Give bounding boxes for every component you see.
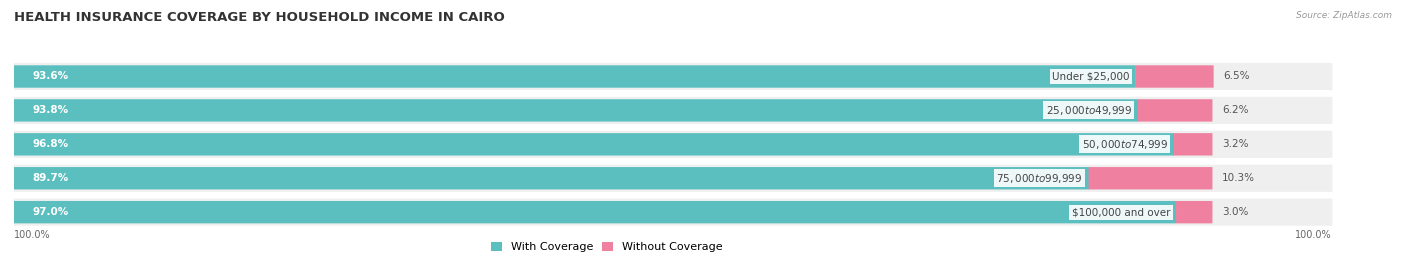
Text: 100.0%: 100.0% <box>1295 230 1331 240</box>
FancyBboxPatch shape <box>14 131 1333 158</box>
Text: $75,000 to $99,999: $75,000 to $99,999 <box>997 172 1083 185</box>
Text: 3.0%: 3.0% <box>1222 207 1249 217</box>
Text: $50,000 to $74,999: $50,000 to $74,999 <box>1081 138 1168 151</box>
FancyBboxPatch shape <box>1137 99 1212 122</box>
FancyBboxPatch shape <box>14 199 1333 226</box>
Text: $100,000 and over: $100,000 and over <box>1071 207 1170 217</box>
Text: 97.0%: 97.0% <box>32 207 69 217</box>
FancyBboxPatch shape <box>14 63 1333 90</box>
Text: $25,000 to $49,999: $25,000 to $49,999 <box>1046 104 1132 117</box>
Text: 93.6%: 93.6% <box>32 72 67 82</box>
Text: 89.7%: 89.7% <box>32 173 69 183</box>
FancyBboxPatch shape <box>14 99 1139 122</box>
FancyBboxPatch shape <box>1174 133 1212 156</box>
FancyBboxPatch shape <box>14 165 1333 192</box>
Text: 96.8%: 96.8% <box>32 139 67 149</box>
Text: HEALTH INSURANCE COVERAGE BY HOUSEHOLD INCOME IN CAIRO: HEALTH INSURANCE COVERAGE BY HOUSEHOLD I… <box>14 11 505 24</box>
Text: 10.3%: 10.3% <box>1222 173 1254 183</box>
FancyBboxPatch shape <box>14 167 1090 190</box>
Text: Source: ZipAtlas.com: Source: ZipAtlas.com <box>1296 11 1392 20</box>
FancyBboxPatch shape <box>1135 65 1213 88</box>
FancyBboxPatch shape <box>1088 167 1212 190</box>
Text: 93.8%: 93.8% <box>32 105 67 115</box>
Text: 100.0%: 100.0% <box>14 230 51 240</box>
FancyBboxPatch shape <box>14 97 1333 124</box>
FancyBboxPatch shape <box>1175 201 1212 223</box>
Text: 6.2%: 6.2% <box>1222 105 1249 115</box>
Text: 3.2%: 3.2% <box>1222 139 1249 149</box>
Text: 6.5%: 6.5% <box>1223 72 1250 82</box>
FancyBboxPatch shape <box>14 133 1174 156</box>
FancyBboxPatch shape <box>14 201 1177 223</box>
FancyBboxPatch shape <box>14 65 1136 88</box>
Text: Under $25,000: Under $25,000 <box>1052 72 1129 82</box>
Legend: With Coverage, Without Coverage: With Coverage, Without Coverage <box>486 238 727 257</box>
